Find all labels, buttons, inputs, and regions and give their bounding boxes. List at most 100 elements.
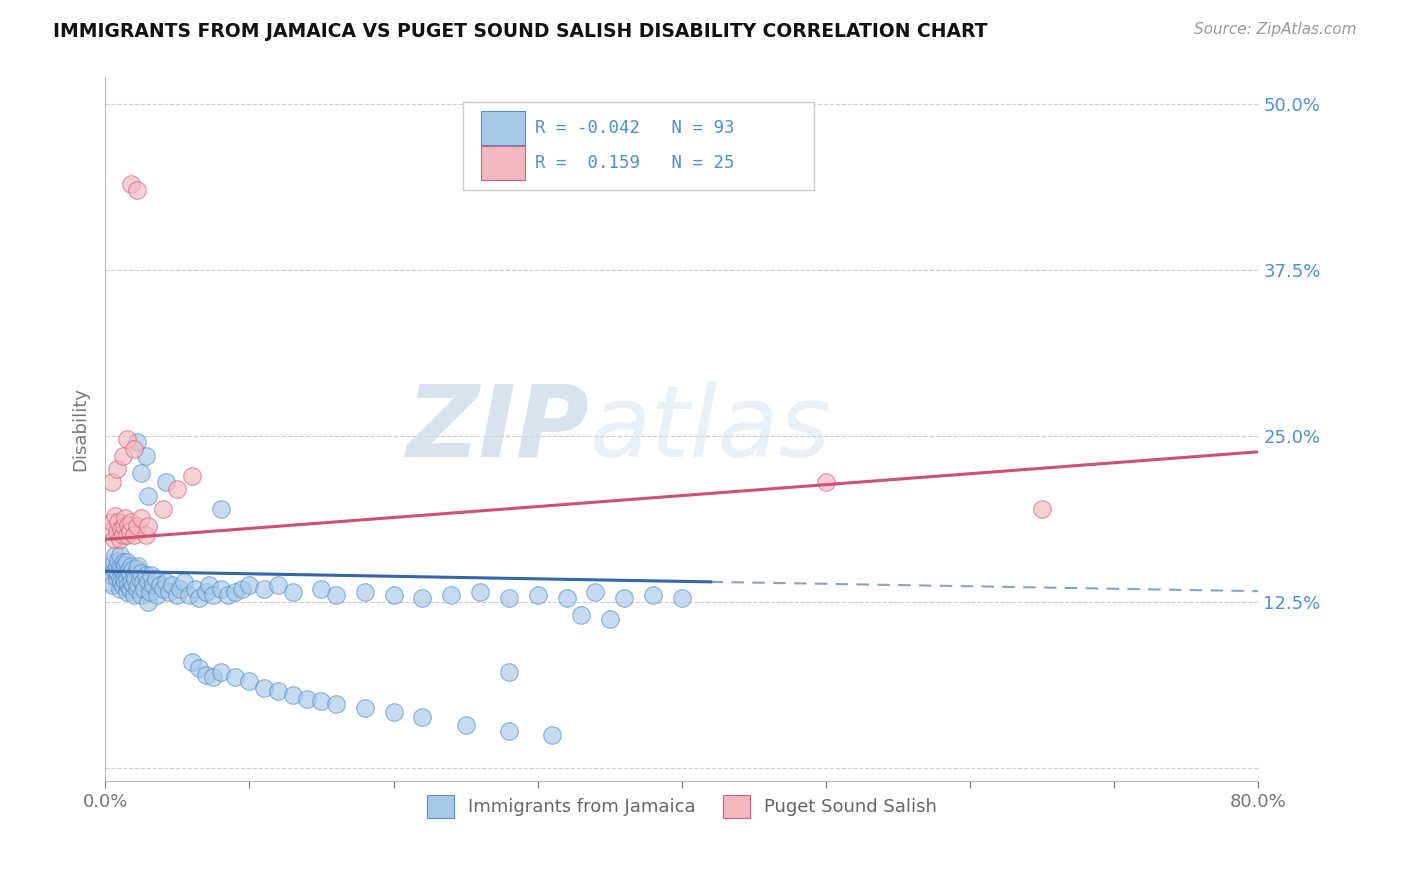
- Point: [100, 524, 122, 539]
- Point: [111, 564, 134, 578]
- Point: [129, 566, 152, 580]
- Point: [555, 591, 578, 605]
- Point: [671, 591, 693, 605]
- Point: [105, 462, 128, 476]
- Point: [115, 572, 138, 586]
- Point: [382, 588, 405, 602]
- Point: [209, 582, 232, 596]
- Point: [107, 515, 129, 529]
- Point: [498, 665, 520, 680]
- Point: [129, 511, 152, 525]
- Point: [160, 577, 183, 591]
- Point: [108, 533, 131, 547]
- Point: [217, 588, 239, 602]
- Point: [117, 564, 139, 578]
- Point: [353, 585, 375, 599]
- Point: [101, 475, 124, 490]
- Point: [281, 585, 304, 599]
- Point: [104, 549, 127, 563]
- Point: [166, 588, 188, 602]
- Point: [135, 449, 157, 463]
- Point: [353, 701, 375, 715]
- Point: [117, 577, 139, 591]
- Point: [152, 582, 174, 596]
- Text: ZIP: ZIP: [406, 381, 589, 478]
- Point: [583, 585, 606, 599]
- Text: R = -0.042   N = 93: R = -0.042 N = 93: [536, 120, 735, 137]
- Point: [131, 574, 153, 589]
- Point: [253, 582, 276, 596]
- Point: [107, 554, 129, 568]
- Point: [111, 528, 134, 542]
- Point: [311, 694, 333, 708]
- Point: [135, 528, 157, 542]
- Point: [138, 519, 160, 533]
- Point: [122, 442, 145, 457]
- Point: [138, 595, 160, 609]
- Point: [569, 608, 592, 623]
- Point: [103, 533, 125, 547]
- Point: [101, 577, 124, 591]
- Point: [105, 558, 128, 573]
- Point: [122, 588, 145, 602]
- Point: [120, 177, 142, 191]
- Point: [112, 572, 135, 586]
- Point: [498, 723, 520, 738]
- Point: [103, 555, 125, 569]
- Point: [440, 588, 463, 602]
- Point: [108, 549, 131, 563]
- Point: [118, 566, 141, 580]
- Point: [253, 681, 276, 695]
- Point: [295, 691, 318, 706]
- Point: [180, 655, 202, 669]
- Point: [114, 574, 136, 589]
- Point: [125, 582, 148, 596]
- Point: [118, 524, 141, 539]
- Point: [103, 561, 125, 575]
- Point: [110, 522, 132, 536]
- Point: [468, 585, 491, 599]
- Point: [115, 555, 138, 569]
- Point: [177, 588, 200, 602]
- Point: [110, 574, 132, 589]
- Point: [145, 572, 167, 586]
- Point: [166, 482, 188, 496]
- Point: [231, 582, 253, 596]
- Point: [152, 501, 174, 516]
- Point: [108, 582, 131, 596]
- Text: atlas: atlas: [589, 381, 831, 478]
- Text: IMMIGRANTS FROM JAMAICA VS PUGET SOUND SALISH DISABILITY CORRELATION CHART: IMMIGRANTS FROM JAMAICA VS PUGET SOUND S…: [53, 22, 988, 41]
- Point: [129, 466, 152, 480]
- Point: [149, 577, 172, 591]
- Point: [108, 571, 131, 585]
- Point: [125, 183, 148, 197]
- Point: [141, 568, 163, 582]
- Point: [209, 501, 232, 516]
- FancyBboxPatch shape: [481, 112, 524, 145]
- Y-axis label: Disability: Disability: [72, 387, 89, 471]
- Point: [157, 585, 180, 599]
- Point: [114, 511, 136, 525]
- Point: [1031, 501, 1053, 516]
- Point: [120, 515, 142, 529]
- Text: Source: ZipAtlas.com: Source: ZipAtlas.com: [1194, 22, 1357, 37]
- Point: [198, 577, 221, 591]
- Point: [187, 661, 209, 675]
- Point: [180, 468, 202, 483]
- Point: [267, 683, 290, 698]
- Point: [135, 568, 157, 582]
- Point: [138, 489, 160, 503]
- Point: [224, 585, 246, 599]
- Text: R =  0.159   N = 25: R = 0.159 N = 25: [536, 154, 735, 172]
- Point: [122, 568, 145, 582]
- Point: [142, 577, 165, 591]
- Point: [117, 517, 139, 532]
- Point: [195, 585, 218, 599]
- Point: [100, 568, 122, 582]
- Point: [209, 665, 232, 680]
- Point: [127, 558, 149, 573]
- Point: [155, 574, 177, 589]
- Point: [124, 572, 146, 586]
- Point: [281, 688, 304, 702]
- Point: [411, 710, 433, 724]
